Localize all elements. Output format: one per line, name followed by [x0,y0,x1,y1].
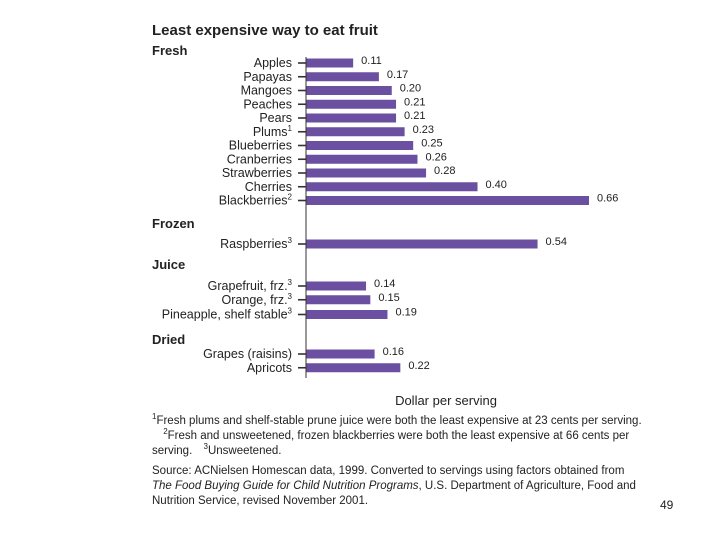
category-label-blueberries: Blueberries [229,139,292,153]
bar-peaches [306,99,397,109]
value-label-apricots: 0.22 [408,360,429,372]
x-axis-label: Dollar per serving [395,393,497,408]
bar-blueberries [306,141,414,150]
category-label-apricots: Apricots [247,361,292,375]
source-text: Source: ACNielsen Homescan data, 1999. C… [152,465,625,477]
plot-area: Fresh Apples 0.11 Papayas 0.17 Mangoes 0.20 Pea… [152,43,618,375]
footnote-3-mark: 3 [203,442,208,452]
bar-grapes-raisins [306,349,375,359]
footnote-2-mark: 2 [163,427,168,437]
value-label-cherries: 0.40 [486,179,507,191]
value-label-grapefruit-frz: 0.14 [374,278,395,290]
source-text-end: , U.S. Department of Agriculture, Food a… [152,480,636,507]
category-label-cherries: Cherries [245,180,292,194]
section-juice: Juice [152,257,185,272]
section-dried: Dried [152,332,185,347]
value-label-peaches: 0.21 [404,96,425,108]
bar-raspberries [306,239,538,249]
footnote-1: Fresh plums and shelf-stable prune juice… [156,415,642,427]
category-label-blackberries: Blackberries2 [219,193,293,208]
category-label-strawberries: Strawberries [222,166,292,180]
footnotes: 1Fresh plums and shelf-stable prune juic… [152,412,642,459]
value-label-strawberries: 0.28 [434,165,455,177]
value-label-pineapple-shelf-stable: 0.19 [395,307,416,319]
bar-blackberries [306,196,589,205]
bar-strawberries [306,168,427,178]
footnote-1-mark: 1 [152,412,157,422]
value-label-cranberries: 0.26 [425,151,446,163]
category-label-mangoes: Mangoes [241,84,292,98]
category-label-orange-frz: Orange, frz.3 [222,292,293,307]
category-label-peaches: Peaches [243,97,292,111]
value-label-apples: 0.11 [361,55,382,67]
bar-chart: Least expensive way to eat fruit Fresh Ap… [152,22,618,408]
value-label-mangoes: 0.20 [400,83,421,95]
bar-apricots [306,363,401,373]
value-label-plums: 0.23 [413,124,434,136]
bar-cranberries [306,154,418,164]
bar-orange-frz [306,295,371,305]
bar-plums [306,127,405,137]
category-label-plums: Plums1 [253,124,293,139]
footnote-3: Unsweetened. [207,445,282,457]
bar-pineapple-shelf-stable [306,310,388,319]
bar-cherries [306,182,478,192]
bar-grapefruit-frz [306,281,367,291]
category-label-pineapple-shelf-stable: Pineapple, shelf stable3 [162,307,293,322]
bar-mangoes [306,86,392,95]
category-label-grapefruit-frz: Grapefruit, frz.3 [208,278,293,293]
category-label-raspberries: Raspberries3 [220,236,292,251]
source-book-title: The Food Buying Guide for Child Nutritio… [152,480,419,492]
category-label-papayas: Papayas [243,70,292,84]
value-label-papayas: 0.17 [387,69,408,81]
category-label-cranberries: Cranberries [227,152,292,166]
section-fresh: Fresh [152,43,187,58]
footnote-2: Fresh and unsweetened, frozen blackberri… [152,430,630,457]
value-label-blueberries: 0.25 [421,138,442,150]
value-label-orange-frz: 0.15 [378,292,399,304]
value-label-raspberries: 0.54 [546,236,567,248]
chart-notes: 1Fresh plums and shelf-stable prune juic… [152,412,642,514]
category-label-apples: Apples [254,56,292,70]
page-number: 49 [660,498,674,512]
category-label-grapes-raisins: Grapes (raisins) [203,347,292,361]
category-label-pears: Pears [259,111,292,125]
chart-title: Least expensive way to eat fruit [152,22,378,39]
bar-apples [306,58,354,68]
section-frozen: Frozen [152,216,195,231]
value-label-blackberries: 0.66 [597,193,618,205]
bar-papayas [306,72,379,82]
value-label-pears: 0.21 [404,110,425,122]
value-label-grapes-raisins: 0.16 [383,346,404,358]
bar-pears [306,113,397,123]
source-note: Source: ACNielsen Homescan data, 1999. C… [152,464,642,509]
